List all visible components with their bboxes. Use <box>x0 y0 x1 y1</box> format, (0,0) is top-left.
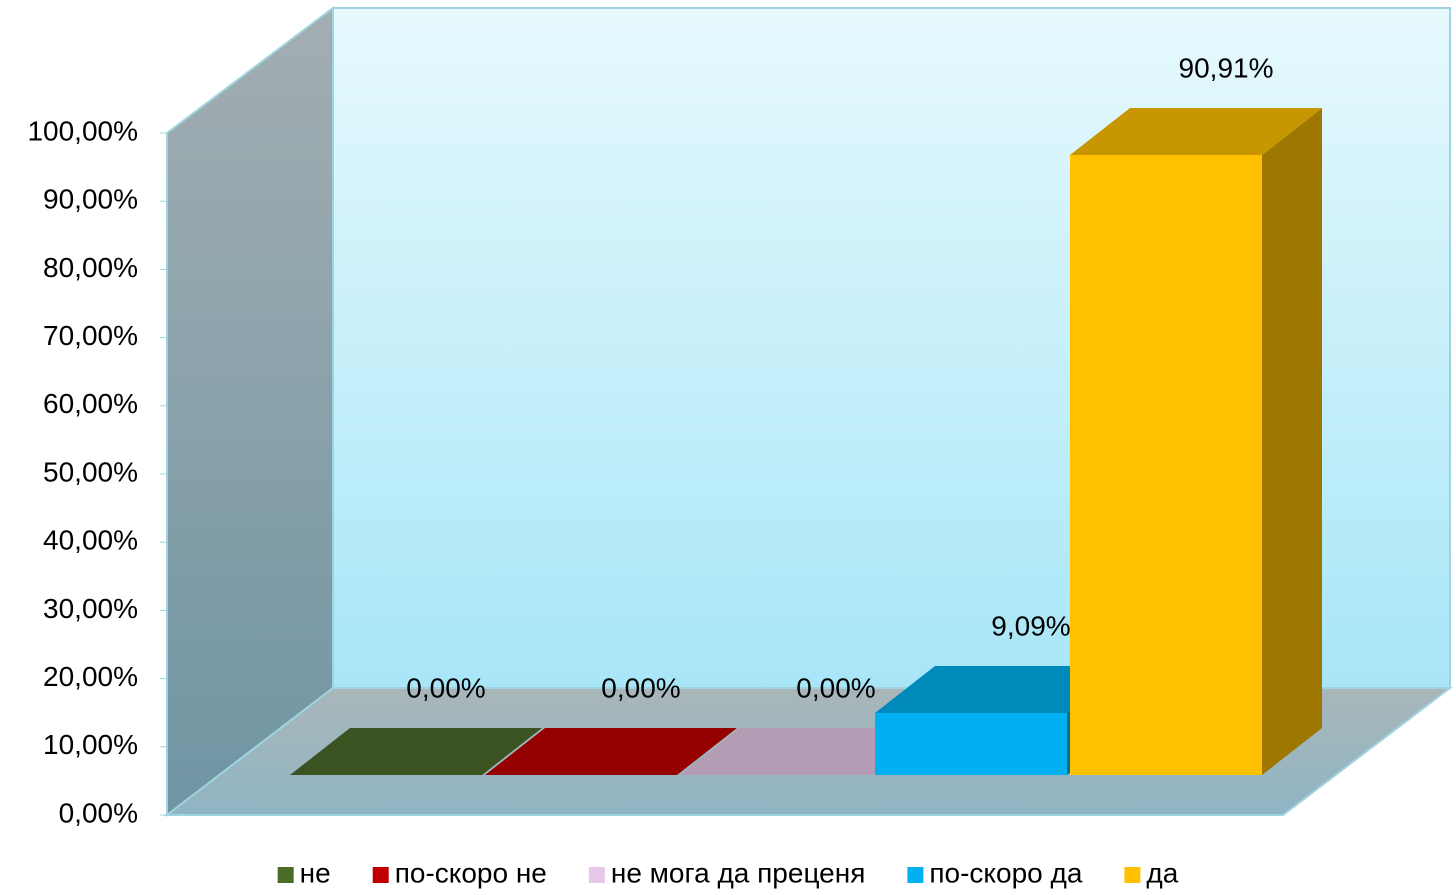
legend-label: по-скоро не <box>395 857 547 888</box>
legend-swatch <box>907 867 924 883</box>
legend-label: не <box>300 857 331 888</box>
legend-swatch <box>277 867 294 883</box>
y-tick-label: 100,00% <box>27 115 138 146</box>
legend-label: да <box>1146 857 1178 888</box>
legend-swatch <box>372 867 389 883</box>
data-label: 9,09% <box>991 610 1070 641</box>
bar <box>875 713 1067 775</box>
y-tick-label: 80,00% <box>43 252 138 283</box>
y-tick-label: 70,00% <box>43 320 138 351</box>
legend-swatch <box>588 867 605 883</box>
bar-top <box>1070 107 1322 155</box>
bar-side <box>1262 107 1322 776</box>
data-label: 0,00% <box>406 672 485 703</box>
bar-top <box>875 666 1127 714</box>
left-wall <box>166 5 334 818</box>
y-tick-label: 60,00% <box>43 388 138 419</box>
y-tick-label: 50,00% <box>43 456 138 487</box>
legend-label: по-скоро да <box>929 857 1082 888</box>
y-tick-label: 30,00% <box>43 593 138 624</box>
y-tick-label: 90,00% <box>43 184 138 215</box>
data-label: 0,00% <box>796 672 875 703</box>
bar <box>1070 154 1262 776</box>
bar-top <box>290 728 542 775</box>
y-tick-label: 40,00% <box>43 525 138 556</box>
data-label: 90,91% <box>1179 52 1274 83</box>
legend-label: не мога да преценя <box>611 857 866 888</box>
y-tick-label: 0,00% <box>59 797 138 828</box>
y-tick-label: 20,00% <box>43 661 138 692</box>
bar-top <box>485 728 737 775</box>
legend-swatch <box>1124 867 1141 883</box>
data-label: 0,00% <box>601 672 680 703</box>
bar-top <box>680 728 932 775</box>
y-tick-label: 10,00% <box>43 729 138 760</box>
